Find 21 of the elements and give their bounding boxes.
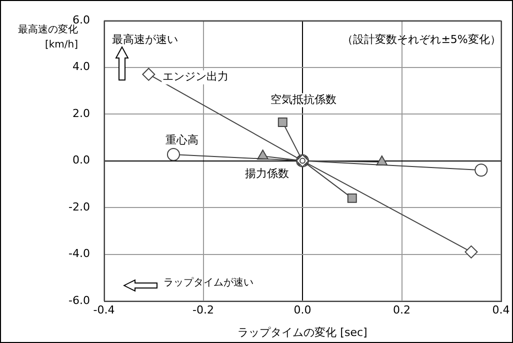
annotation: 最高速が速い [112, 33, 178, 46]
x-tick-label: 0.2 [393, 303, 410, 316]
annotation: ラップタイムが速い [164, 276, 254, 288]
x-axis-title: ラップタイムの変化 [sec] [238, 326, 368, 339]
y-tick-label: 4.0 [72, 60, 90, 74]
y-tick-label: -4.0 [68, 247, 90, 260]
annotation: （設計変数それぞれ±5%変化） [342, 33, 501, 46]
series-label: 空気抵抗係数 [270, 93, 337, 106]
y-tick-label: 6.0 [72, 13, 90, 26]
y-tick-label: 0.0 [72, 154, 90, 167]
series-label: 揚力係数 [244, 166, 289, 180]
x-tick-label: -0.4 [93, 303, 115, 316]
x-tick-label: -0.2 [192, 303, 214, 316]
y-tick-label: -6.0 [68, 294, 90, 307]
y-tick-label: 2.0 [72, 106, 90, 120]
series-label: 重心高 [165, 133, 198, 146]
y-tick-label: -2.0 [68, 200, 90, 214]
y-axis-title: 最高速の変化 [km/h] [18, 24, 78, 51]
x-tick-label: 0.4 [492, 303, 510, 316]
series-label: エンジン出力 [162, 70, 229, 84]
x-tick-label: 0.0 [294, 303, 312, 316]
